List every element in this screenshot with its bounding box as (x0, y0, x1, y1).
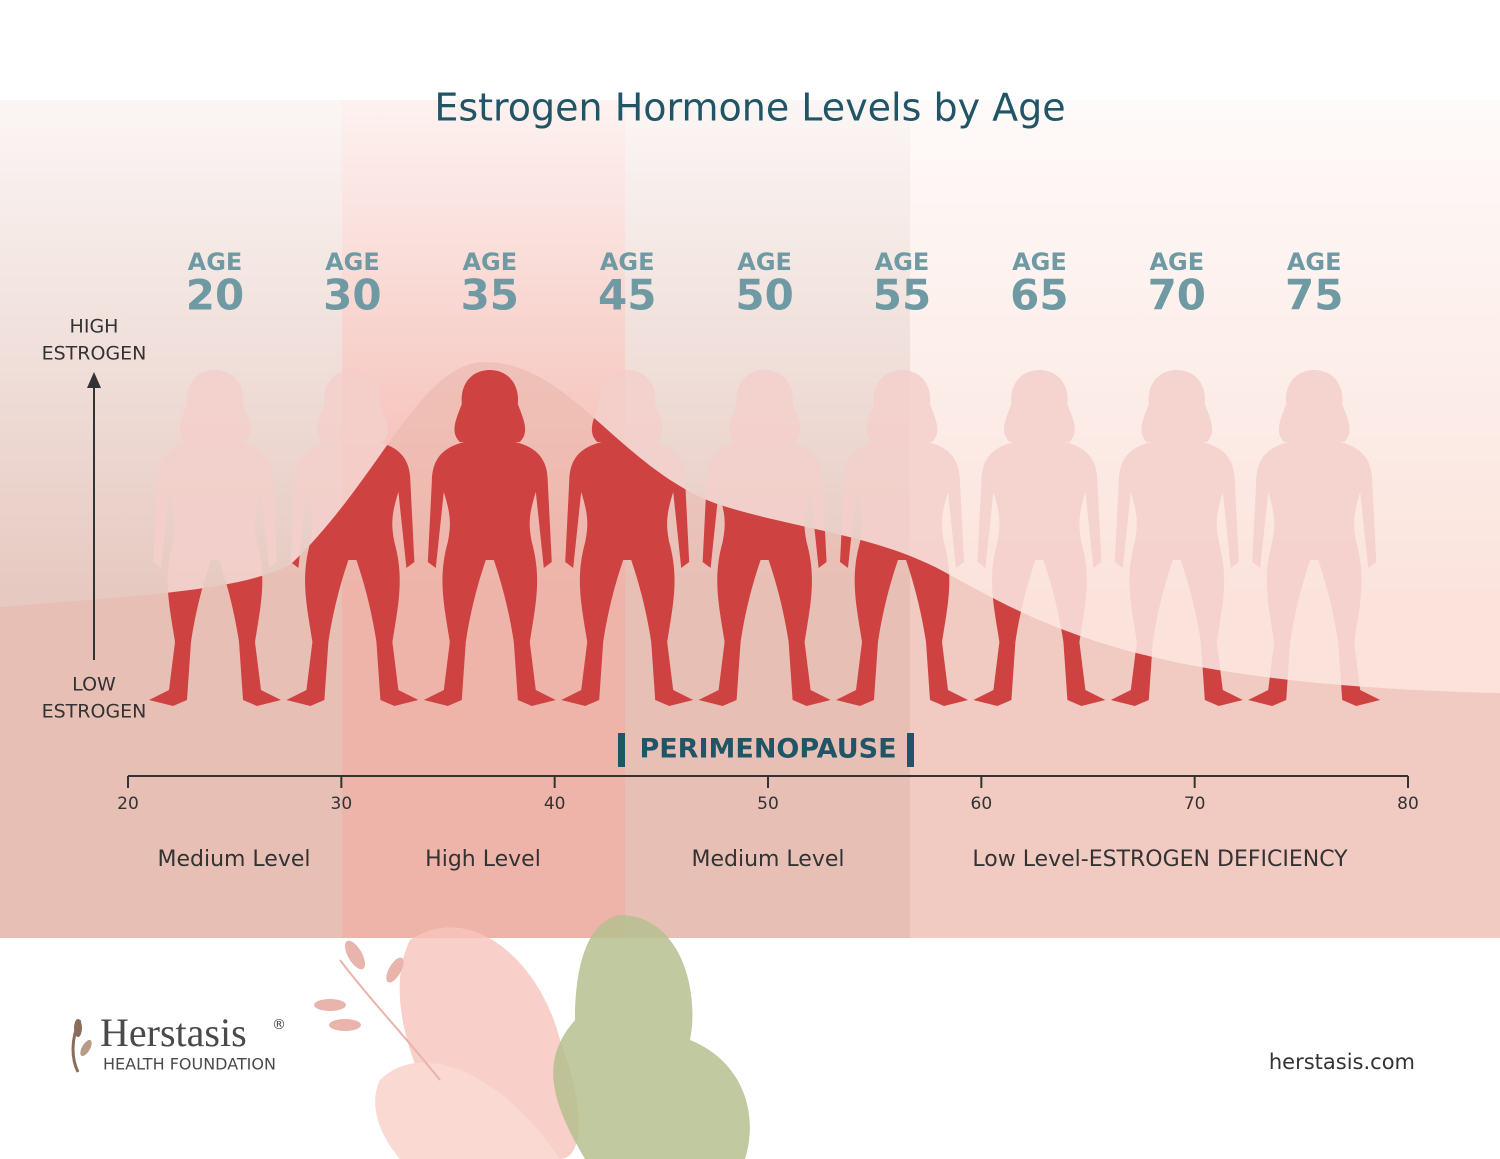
y-high: ESTROGEN (42, 343, 147, 365)
y-arrowhead (87, 372, 101, 388)
age-number: 35 (461, 271, 519, 320)
tick-label: 50 (757, 794, 779, 814)
phase-label: High Level (425, 847, 541, 872)
tick-label: 60 (971, 794, 993, 814)
logo-mark-symbol: ® (272, 1017, 286, 1033)
tick-label: 30 (331, 794, 353, 814)
age-label: AGE (462, 248, 517, 276)
y-high: HIGH (70, 316, 119, 338)
petal (386, 957, 404, 983)
age-label: AGE (188, 248, 243, 276)
age-number: 70 (1148, 271, 1206, 320)
age-label: AGE (325, 248, 380, 276)
twig (339, 959, 441, 1081)
age-number: 45 (598, 271, 656, 320)
y-low: ESTROGEN (42, 701, 147, 723)
phase-label: Medium Level (691, 847, 844, 872)
logo-name: Herstasis (100, 1010, 247, 1055)
age-number: 65 (1010, 271, 1068, 320)
petal (314, 999, 346, 1011)
age-label: AGE (1149, 248, 1204, 276)
petal (329, 1019, 361, 1031)
age-number: 20 (186, 271, 244, 320)
x-ticks: 20 30 40 50 60 70 80 (117, 776, 1419, 814)
y-low: LOW (72, 674, 116, 696)
age-label: AGE (875, 248, 930, 276)
age-number: 75 (1285, 271, 1343, 320)
phase-label: Low Level-ESTROGEN DEFICIENCY (972, 847, 1348, 872)
logo-mark (74, 1019, 82, 1037)
phase-label: Medium Level (157, 847, 310, 872)
peri-bar (618, 733, 625, 767)
leaf (553, 915, 750, 1159)
age-number: 50 (735, 271, 793, 320)
title: Estrogen Hormone Levels by Age (434, 86, 1065, 130)
tick-label: 40 (544, 794, 566, 814)
logo-mark (80, 1039, 92, 1057)
petal (344, 940, 366, 970)
tick-label: 80 (1397, 794, 1419, 814)
perimenopause: PERIMENOPAUSE (639, 734, 896, 765)
age-number: 55 (873, 271, 931, 320)
peri-bar (907, 733, 914, 767)
leaf (375, 1062, 560, 1159)
url: herstasis.com (1269, 1050, 1415, 1074)
age-number: 30 (323, 271, 381, 320)
logo-subtitle: HEALTH FOUNDATION (103, 1055, 276, 1074)
tick-label: 20 (117, 794, 139, 814)
age-label: AGE (1287, 248, 1342, 276)
age-label: AGE (737, 248, 792, 276)
age-label: AGE (600, 248, 655, 276)
tick-label: 70 (1184, 794, 1206, 814)
age-label: AGE (1012, 248, 1067, 276)
